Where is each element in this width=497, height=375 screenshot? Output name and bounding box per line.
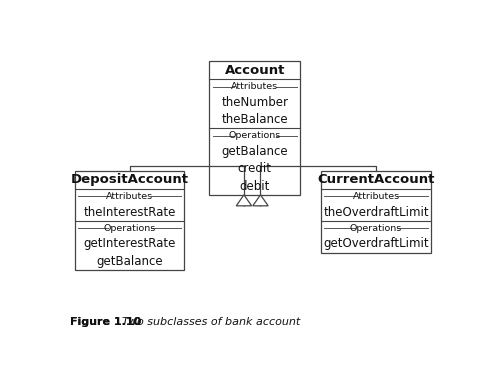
Text: Attributes: Attributes [231,82,278,91]
Text: Operations: Operations [229,131,281,140]
Text: Account: Account [225,64,285,76]
Text: getOverdraftLimit: getOverdraftLimit [323,237,429,250]
Text: CurrentAccount: CurrentAccount [318,173,435,186]
Bar [75,171,184,270]
Text: Two subclasses of bank account: Two subclasses of bank account [122,316,300,327]
Text: debit: debit [240,180,270,193]
Text: DepositAccount: DepositAccount [71,173,188,186]
Text: Figure 1.10   Two subclasses of bank account: Figure 1.10 Two subclasses of bank accou… [70,316,322,327]
Text: Attributes: Attributes [106,192,153,201]
Text: getBalance: getBalance [96,255,163,268]
Text: Attributes: Attributes [352,192,400,201]
Text: credit: credit [238,162,272,176]
Text: theNumber: theNumber [221,96,288,109]
Text: Operations: Operations [350,224,402,232]
Text: theBalance: theBalance [221,113,288,126]
Text: getInterestRate: getInterestRate [83,237,176,250]
Text: Figure 1.10: Figure 1.10 [70,316,141,327]
Text: theInterestRate: theInterestRate [83,206,176,219]
Polygon shape [236,195,251,206]
Text: getBalance: getBalance [221,145,288,158]
Text: Operations: Operations [103,224,156,232]
Text: Figure 1.10: Figure 1.10 [70,316,141,327]
Bar [209,61,300,195]
Text: theOverdraftLimit: theOverdraftLimit [323,206,429,219]
Bar [321,171,431,253]
Polygon shape [253,195,268,206]
